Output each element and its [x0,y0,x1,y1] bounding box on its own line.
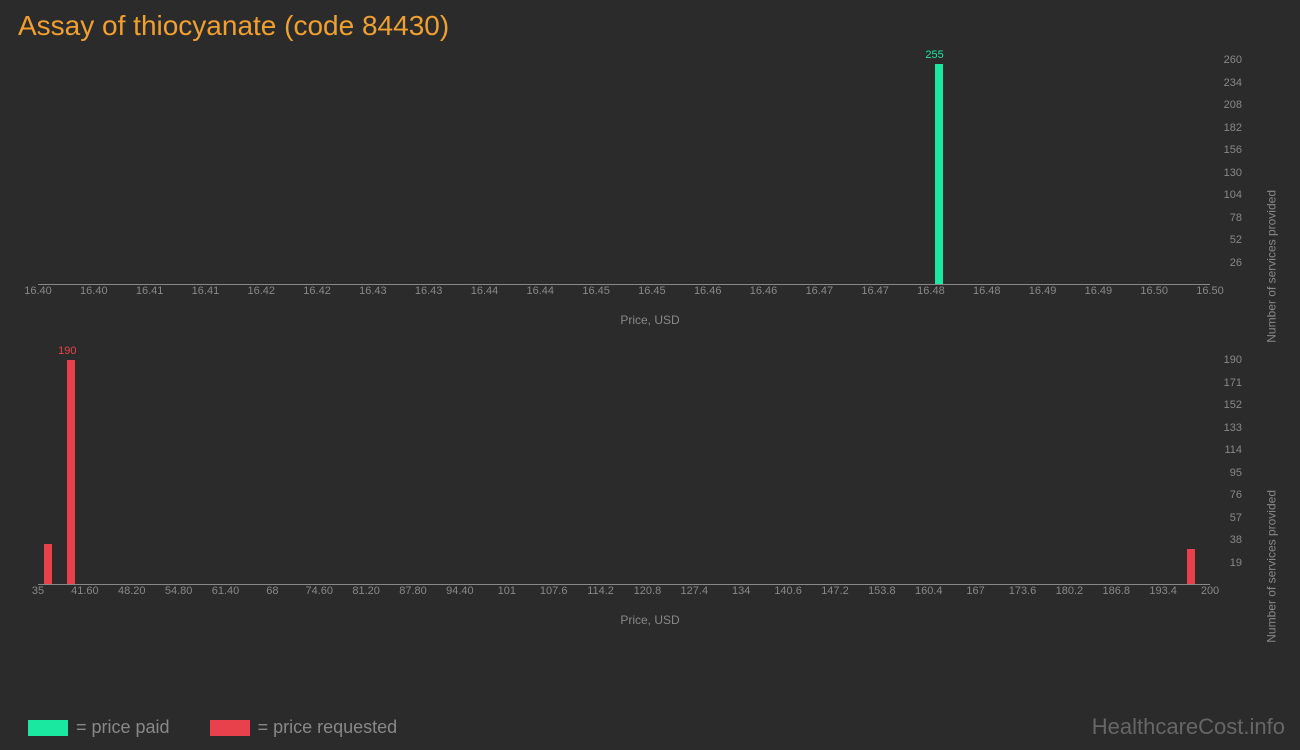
bar-value-label: 190 [58,345,76,360]
x-tick: 16.46 [750,285,778,297]
x-tick: 193.4 [1149,585,1177,597]
y-tick: 152 [1224,399,1242,411]
x-tick: 16.41 [192,285,220,297]
legend-item: = price paid [28,717,170,738]
x-tick: 54.80 [165,585,193,597]
x-tick: 16.40 [24,285,52,297]
x-tick: 41.60 [71,585,99,597]
x-tick: 16.50 [1196,285,1224,297]
y-axis-top: 265278104130156182208234260 [1212,60,1242,285]
legend-swatch [28,720,68,736]
x-tick: 74.60 [306,585,334,597]
x-tick: 186.8 [1102,585,1130,597]
x-tick: 16.49 [1029,285,1057,297]
x-axis-top: 16.4016.4016.4116.4116.4216.4216.4316.43… [38,285,1210,305]
x-tick: 81.20 [352,585,380,597]
x-tick: 127.4 [681,585,709,597]
x-tick: 16.42 [303,285,331,297]
y-tick: 38 [1230,534,1242,546]
x-tick: 16.50 [1140,285,1168,297]
x-tick: 16.40 [80,285,108,297]
x-tick: 140.6 [774,585,802,597]
y-tick: 156 [1224,144,1242,156]
y-axis-label-top: Number of services provided [1265,190,1279,343]
x-tick: 167 [966,585,984,597]
page-title: Assay of thiocyanate (code 84430) [0,0,1300,50]
x-tick: 200 [1201,585,1219,597]
x-tick: 107.6 [540,585,568,597]
y-axis-label-bottom: Number of services provided [1265,490,1279,643]
y-tick: 190 [1224,354,1242,366]
y-tick: 130 [1224,167,1242,179]
y-axis-bottom: 1938577695114133152171190 [1212,360,1242,585]
x-tick: 35 [32,585,44,597]
x-tick: 160.4 [915,585,943,597]
y-tick: 171 [1224,377,1242,389]
x-axis-bottom: 3541.6048.2054.8061.406874.6081.2087.809… [38,585,1210,605]
x-tick: 16.43 [359,285,387,297]
x-tick: 16.47 [861,285,889,297]
x-tick: 16.43 [415,285,443,297]
y-tick: 104 [1224,189,1242,201]
chart-price-requested: 190 35 41.60 48.20 54.80 61.40 68 74.60 81.20 87… [20,350,1280,630]
y-tick: 234 [1224,77,1242,89]
y-tick: 76 [1230,489,1242,501]
y-tick: 208 [1224,99,1242,111]
x-tick: 134 [732,585,750,597]
x-axis-label-top: Price, USD [620,313,679,327]
x-tick: 180.2 [1056,585,1084,597]
legend-item: = price requested [210,717,398,738]
y-tick: 26 [1230,257,1242,269]
bar [44,544,52,584]
x-tick: 16.41 [136,285,164,297]
bar [1187,549,1195,584]
x-tick: 68 [266,585,278,597]
x-tick: 48.20 [118,585,146,597]
legend-label: = price requested [258,717,398,738]
y-tick: 182 [1224,122,1242,134]
bar [67,360,75,584]
x-tick: 94.40 [446,585,474,597]
x-tick: 114.2 [587,585,614,597]
y-tick: 52 [1230,234,1242,246]
x-tick: 101 [498,585,516,597]
x-tick: 16.46 [694,285,722,297]
x-tick: 147.2 [821,585,849,597]
y-tick: 19 [1230,557,1242,569]
y-tick: 57 [1230,512,1242,524]
plot-area-bottom: 190 [38,360,1210,585]
x-tick: 61.40 [212,585,240,597]
bar-value-label: 255 [925,49,943,64]
x-tick: 16.42 [247,285,275,297]
legend: = price paid = price requested [28,717,397,738]
legend-swatch [210,720,250,736]
plot-area-top: 255 [38,60,1210,285]
legend-label: = price paid [76,717,170,738]
x-tick: 16.45 [638,285,666,297]
x-tick: 120.8 [634,585,662,597]
x-axis-label-bottom: Price, USD [620,613,679,627]
charts-wrapper: 255 16.40 16.40 16.41 16.41 16.42 16.42 16.43 1… [20,50,1280,630]
x-tick: 16.45 [582,285,610,297]
bar [935,64,943,284]
x-tick: 16.44 [527,285,555,297]
x-tick: 87.80 [399,585,427,597]
y-tick: 260 [1224,54,1242,66]
x-tick: 173.6 [1009,585,1037,597]
x-tick: 16.47 [806,285,834,297]
y-tick: 78 [1230,212,1242,224]
y-tick: 114 [1224,444,1242,456]
x-tick: 16.48 [917,285,945,297]
chart-price-paid: 255 16.40 16.40 16.41 16.41 16.42 16.42 16.43 1… [20,50,1280,330]
x-tick: 16.48 [973,285,1001,297]
watermark: HealthcareCost.info [1092,714,1285,740]
y-tick: 133 [1224,422,1242,434]
x-tick: 16.49 [1085,285,1113,297]
x-tick: 153.8 [868,585,896,597]
y-tick: 95 [1230,467,1242,479]
x-tick: 16.44 [471,285,499,297]
